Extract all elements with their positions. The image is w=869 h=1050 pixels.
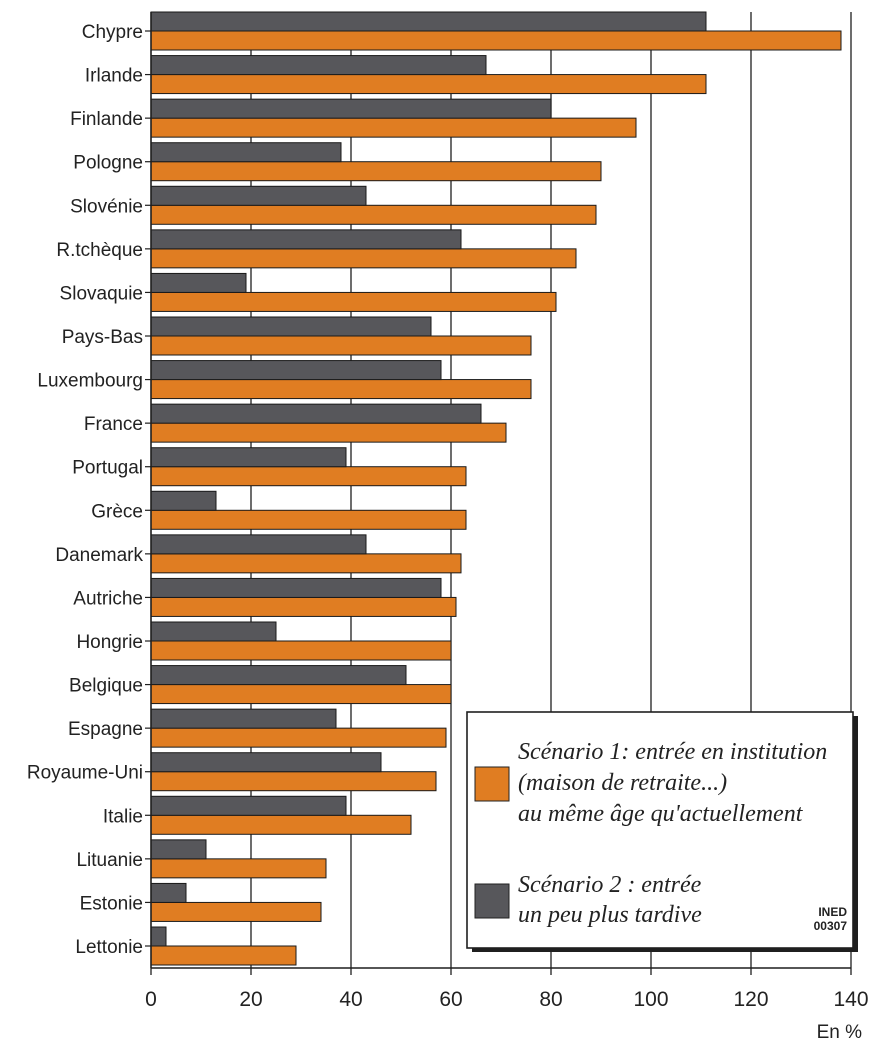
- category-label-italie: Italie: [103, 806, 143, 827]
- bar-scenario-1-pologne: [150, 161, 602, 182]
- legend-scenario-1-line-2: (maison de retraite...): [518, 770, 727, 796]
- category-label-lituanie: Lituanie: [76, 850, 143, 871]
- x-tick-label-20: 20: [239, 988, 262, 1011]
- x-tick-label-80: 80: [539, 988, 562, 1011]
- x-tick-label-120: 120: [733, 988, 768, 1011]
- bar-scenario-2-slovaquie: [150, 272, 247, 293]
- stamp-line-1: INED: [818, 905, 847, 919]
- legend-scenario-2-line-1: Scénario 2 : entrée: [518, 872, 702, 898]
- x-axis-label: En %: [817, 1022, 863, 1043]
- category-label-estonie: Estonie: [80, 893, 143, 914]
- category-label-france: France: [84, 414, 143, 435]
- bar-scenario-2-r-tcheque: [150, 229, 462, 250]
- bar-scenario-1-hongrie: [150, 640, 452, 661]
- legend-scenario-1-line-1: Scénario 1: entrée en institution: [518, 739, 827, 765]
- bar-scenario-1-lettonie: [150, 945, 297, 966]
- category-label-espagne: Espagne: [68, 719, 143, 740]
- bar-scenario-1-espagne: [150, 727, 447, 748]
- bar-scenario-1-finlande: [150, 117, 637, 138]
- category-label-irlande: Irlande: [85, 66, 143, 87]
- bar-scenario-1-danemark: [150, 553, 462, 574]
- bar-scenario-1-grece: [150, 509, 467, 530]
- bar-scenario-1-france: [150, 422, 507, 443]
- bar-scenario-1-pays-bas: [150, 335, 532, 356]
- bar-scenario-2-luxembourg: [150, 360, 442, 381]
- legend: Scénario 1: entrée en institution (maiso…: [466, 711, 858, 952]
- bar-scenario-1-chypre: [150, 30, 842, 51]
- bar-scenario-2-belgique: [150, 665, 407, 686]
- bar-scenario-2-autriche: [150, 577, 442, 598]
- bar-scenario-2-espagne: [150, 708, 337, 729]
- category-label-pays-bas: Pays-Bas: [62, 327, 143, 348]
- category-label-r-tcheque: R.tchèque: [56, 240, 143, 261]
- bar-scenario-2-lettonie: [150, 926, 167, 947]
- category-label-luxembourg: Luxembourg: [37, 371, 143, 392]
- bar-scenario-2-royaume-uni: [150, 752, 382, 773]
- bar-scenario-2-slovenie: [150, 185, 367, 206]
- bar-scenario-2-france: [150, 403, 482, 424]
- x-tick-label-0: 0: [145, 988, 157, 1011]
- legend-scenario-1-line-3: au même âge qu'actuellement: [518, 801, 804, 827]
- x-tick-label-40: 40: [339, 988, 362, 1011]
- bar-scenario-2-danemark: [150, 534, 367, 555]
- bar-scenario-1-slovaquie: [150, 291, 557, 312]
- bar-scenario-2-irlande: [150, 55, 487, 76]
- category-label-hongrie: Hongrie: [76, 632, 143, 653]
- x-tick-label-100: 100: [633, 988, 668, 1011]
- bar-scenario-1-portugal: [150, 466, 467, 487]
- category-label-danemark: Danemark: [55, 545, 143, 566]
- bar-scenario-1-belgique: [150, 684, 452, 705]
- bar-scenario-1-lituanie: [150, 858, 327, 879]
- bar-scenario-1-autriche: [150, 596, 457, 617]
- legend-scenario-2-line-2: un peu plus tardive: [518, 902, 702, 928]
- bar-scenario-1-estonie: [150, 901, 322, 922]
- legend-swatch-scenario-1: [474, 766, 510, 802]
- bar-scenario-1-slovenie: [150, 204, 597, 225]
- bar-scenario-1-irlande: [150, 74, 707, 95]
- category-label-portugal: Portugal: [72, 458, 143, 479]
- category-label-chypre: Chypre: [82, 22, 143, 43]
- category-label-slovenie: Slovénie: [70, 196, 143, 217]
- bar-scenario-2-italie: [150, 795, 347, 816]
- category-label-finlande: Finlande: [70, 109, 143, 130]
- x-tick-label-60: 60: [439, 988, 462, 1011]
- category-label-pologne: Pologne: [73, 153, 143, 174]
- stamp-line-2: 00307: [814, 919, 848, 933]
- category-label-royaume-uni: Royaume-Uni: [27, 763, 143, 784]
- legend-swatch-scenario-2: [474, 883, 510, 919]
- bar-scenario-1-italie: [150, 814, 412, 835]
- category-label-autriche: Autriche: [73, 588, 143, 609]
- bar-scenario-2-estonie: [150, 882, 187, 903]
- x-tick-label-140: 140: [833, 988, 868, 1011]
- category-labels: Chypre Irlande Finlande Pologne Slovénie R.tc…: [27, 22, 151, 958]
- legend-box: [466, 711, 854, 949]
- category-label-slovaquie: Slovaquie: [60, 283, 143, 304]
- bar-scenario-2-pologne: [150, 142, 342, 163]
- bar-scenario-2-chypre: [150, 11, 707, 32]
- bar-scenario-2-hongrie: [150, 621, 277, 642]
- bar-scenario-1-r-tcheque: [150, 248, 577, 269]
- category-label-belgique: Belgique: [69, 676, 143, 697]
- bar-scenario-1-luxembourg: [150, 379, 532, 400]
- category-label-lettonie: Lettonie: [75, 937, 143, 958]
- bar-scenario-2-finlande: [150, 98, 552, 119]
- x-tick-labels: 0 20 40 60 80 100 120 140: [145, 968, 869, 1011]
- bar-scenario-2-lituanie: [150, 839, 207, 860]
- bar-scenario-2-pays-bas: [150, 316, 432, 337]
- axes: [150, 12, 851, 969]
- bar-scenario-2-portugal: [150, 447, 347, 468]
- category-label-grece: Grèce: [91, 501, 143, 522]
- bar-scenario-2-grece: [150, 490, 217, 511]
- bar-scenario-1-royaume-uni: [150, 771, 437, 792]
